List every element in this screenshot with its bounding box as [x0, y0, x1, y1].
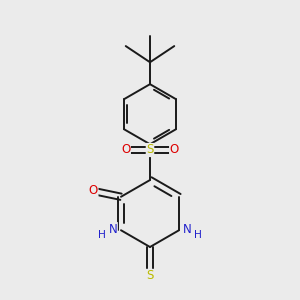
Text: H: H	[194, 230, 202, 240]
Text: O: O	[89, 184, 98, 197]
Text: S: S	[146, 143, 154, 157]
Text: S: S	[146, 269, 154, 282]
Text: O: O	[169, 143, 179, 157]
Text: N: N	[183, 223, 191, 236]
Text: H: H	[98, 230, 106, 240]
Text: N: N	[109, 223, 117, 236]
Text: O: O	[121, 143, 130, 157]
